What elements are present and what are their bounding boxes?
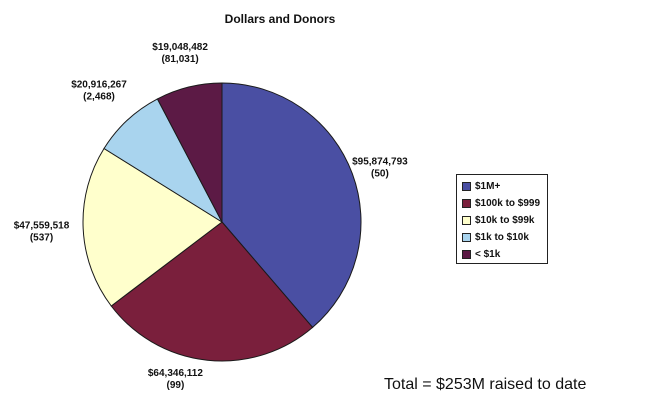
slice-donor-count-label: (81,031) bbox=[161, 54, 198, 65]
slice-donor-count-label: (99) bbox=[167, 380, 185, 391]
legend-item-1m-plus: $1M+ bbox=[462, 178, 543, 195]
slice-amount-label: $95,874,793 bbox=[352, 156, 408, 167]
legend-swatch-under-1k bbox=[462, 250, 471, 259]
legend-swatch-10k bbox=[462, 216, 471, 225]
legend-item-10k: $10k to $99k bbox=[462, 212, 543, 229]
legend-item-under-1k: < $1k bbox=[462, 246, 543, 263]
legend-label: $10k to $99k bbox=[475, 215, 535, 226]
legend-item-1k: $1k to $10k bbox=[462, 229, 543, 246]
chart-title: Dollars and Donors bbox=[224, 12, 336, 26]
legend-label: < $1k bbox=[475, 249, 501, 260]
chart-legend: $1M+ $100k to $999 $10k to $99k $1k to $… bbox=[456, 174, 548, 264]
slice-donor-count-label: (537) bbox=[30, 232, 53, 243]
pie-slice-under-1k bbox=[156, 82, 223, 223]
slice-amount-label: $64,346,112 bbox=[148, 368, 203, 379]
pie-slice-10k bbox=[82, 147, 223, 307]
legend-swatch-1k bbox=[462, 233, 471, 242]
slice-donor-count-label: (2,468) bbox=[83, 92, 115, 103]
slice-amount-label: $19,048,482 bbox=[152, 42, 208, 53]
legend-item-100k: $100k to $999 bbox=[462, 195, 543, 212]
slice-amount-label: $47,559,518 bbox=[14, 220, 70, 231]
total-raised-text: Total = $253M raised to date bbox=[384, 376, 587, 393]
legend-label: $1k to $10k bbox=[475, 232, 529, 243]
slice-donor-count-label: (50) bbox=[371, 168, 389, 179]
legend-label: $1M+ bbox=[475, 181, 501, 192]
slice-amount-label: $20,916,267 bbox=[71, 80, 127, 91]
legend-label: $100k to $999 bbox=[475, 198, 541, 209]
pie-slice-1m-plus bbox=[221, 82, 362, 329]
legend-swatch-100k bbox=[462, 199, 471, 208]
legend-swatch-1m-plus bbox=[462, 182, 471, 191]
pie-slice-100k bbox=[110, 221, 314, 362]
